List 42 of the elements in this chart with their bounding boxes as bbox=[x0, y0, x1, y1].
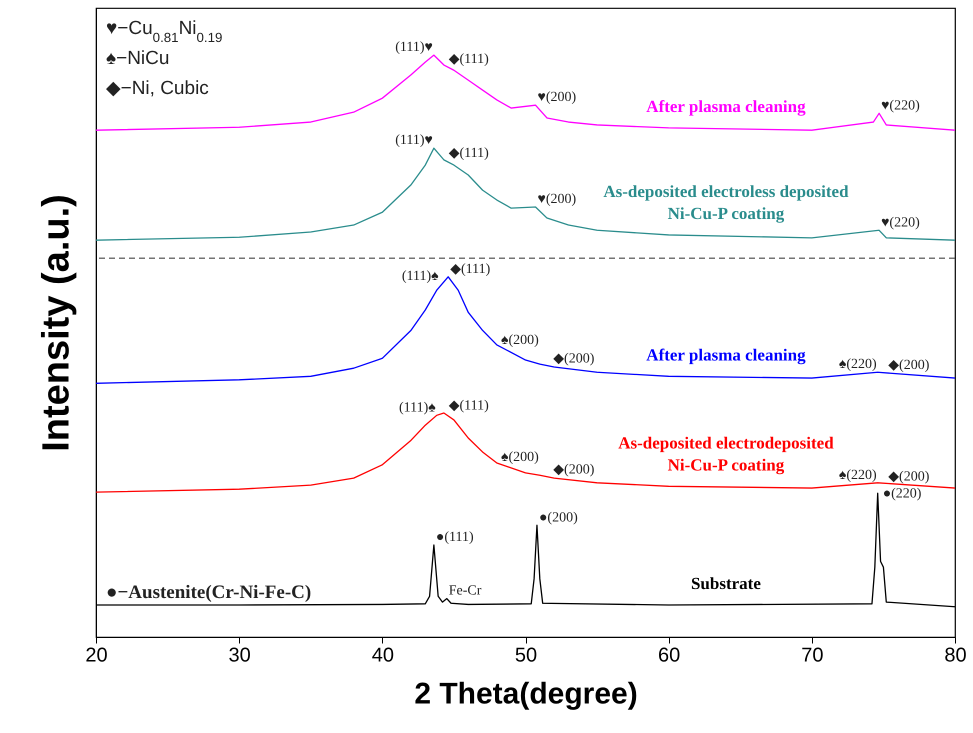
annotation: ◆(111) bbox=[448, 398, 490, 414]
annotation: ♠(200) bbox=[501, 333, 540, 348]
annotation: ◆(200) bbox=[888, 358, 930, 374]
annotation: (111)♠ bbox=[399, 400, 436, 416]
annotation: ♠(220) bbox=[838, 357, 878, 372]
annotation: ♥(200) bbox=[538, 192, 576, 207]
annotation: ●(220) bbox=[882, 486, 922, 502]
annotation: ◆(200) bbox=[553, 351, 595, 366]
annotation: (111)♠ bbox=[402, 268, 440, 284]
x-tick-label: 50 bbox=[514, 644, 538, 666]
annotation: ◆(200) bbox=[888, 470, 930, 485]
annotation: ♥(220) bbox=[881, 215, 920, 230]
x-tick-label: 80 bbox=[944, 644, 967, 666]
annotation: (111)♥ bbox=[395, 133, 433, 148]
x-axis-title: 2 Theta(degree) bbox=[414, 678, 638, 710]
annotation: ◆(200) bbox=[553, 462, 595, 478]
annotation: ♥(220) bbox=[881, 98, 920, 114]
text: ♥−Cu$_{0.81}$Ni$_{0.19}$ bbox=[106, 18, 222, 44]
annotation: Fe-Cr bbox=[448, 584, 482, 599]
annotation: ◆(111) bbox=[448, 146, 490, 162]
annotation: ◆(111) bbox=[448, 52, 490, 67]
series-label: Substrate bbox=[690, 574, 762, 593]
series-label: After plasma cleaning bbox=[646, 345, 806, 364]
annotation: ♥(200) bbox=[538, 90, 576, 106]
annotation: ♠(220) bbox=[838, 468, 878, 483]
series-label: After plasma cleaning bbox=[646, 96, 806, 116]
annotation: ◆(111) bbox=[450, 262, 491, 277]
annotation: ♠−NiCu bbox=[106, 48, 170, 69]
y-axis-title: Intensity (a.u.) bbox=[36, 194, 78, 452]
series-label: As-deposited electrodeposited Ni-Cu-P coating bbox=[618, 433, 834, 474]
x-tick-label: 70 bbox=[801, 644, 824, 666]
annotation: (111)♥ bbox=[395, 40, 433, 56]
annotation: ♠(200) bbox=[501, 450, 540, 466]
annotation: ●(200) bbox=[538, 510, 578, 526]
x-tick-label: 40 bbox=[372, 644, 394, 666]
x-tick-label: 60 bbox=[658, 644, 680, 666]
annotation: ●(111) bbox=[436, 530, 474, 546]
annotation: ◆−Ni, Cubic bbox=[106, 78, 209, 99]
x-tick-label: 30 bbox=[228, 644, 251, 666]
series-label: As-deposited electroless deposited Ni-Cu-P coating bbox=[603, 182, 850, 223]
annotation: ●−Austenite(Cr-Ni-Fe-C) bbox=[106, 582, 312, 603]
x-tick-label: 20 bbox=[85, 644, 108, 666]
